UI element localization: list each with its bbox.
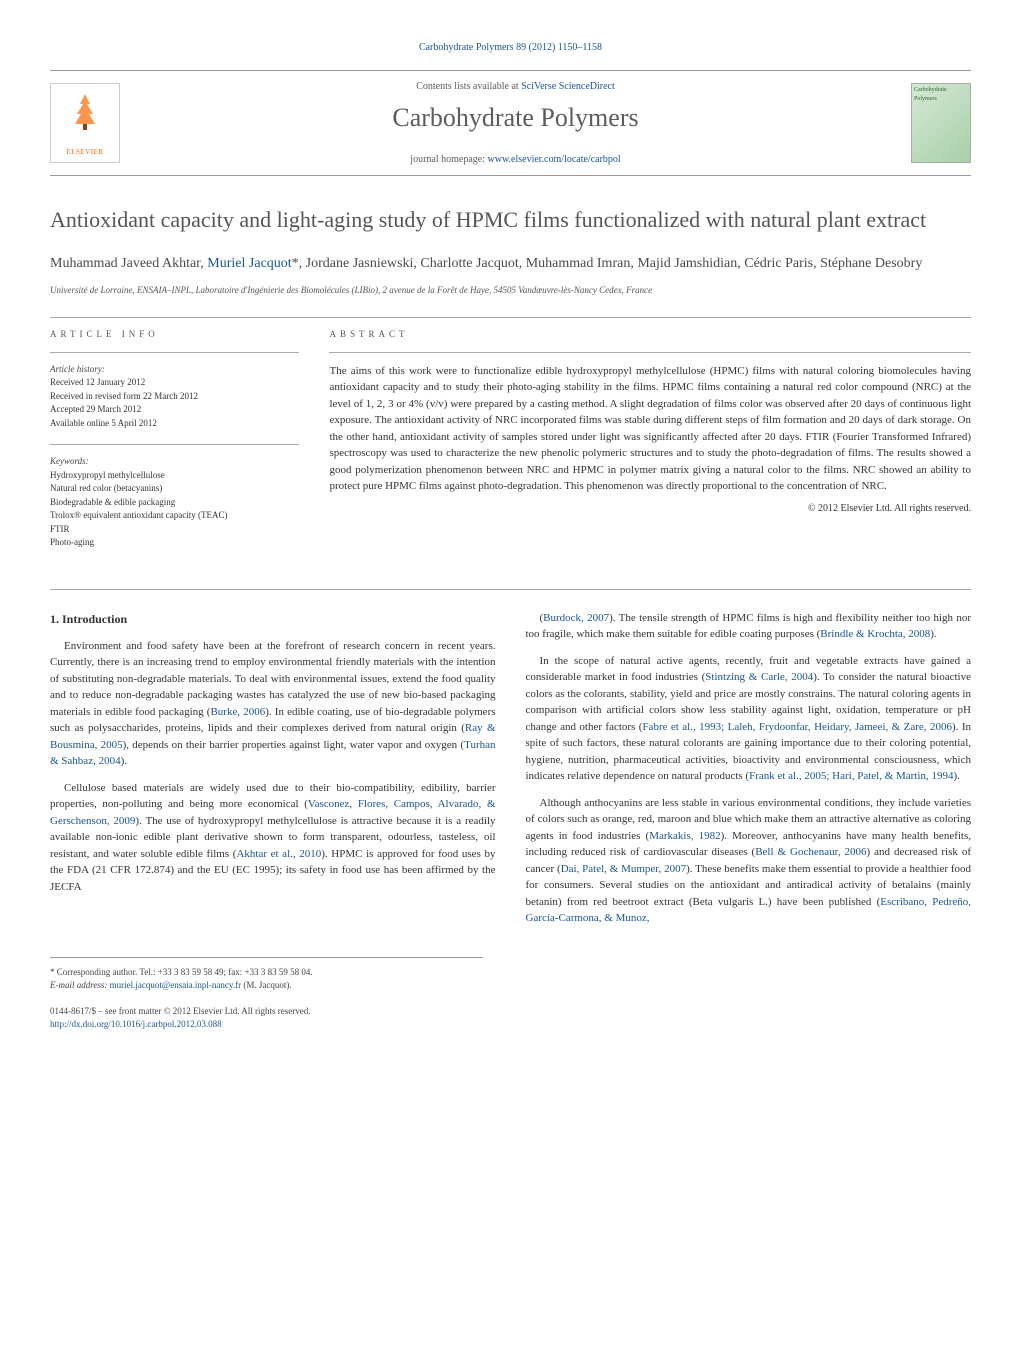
available-date: Available online 5 April 2012: [50, 417, 299, 431]
email-line: E-mail address: muriel.jacquot@ensaia.in…: [50, 979, 483, 993]
elsevier-tree-icon: [65, 89, 105, 147]
citation-line: Carbohydrate Polymers 89 (2012) 1150–115…: [50, 40, 971, 55]
keywords-heading: Keywords:: [50, 455, 299, 469]
article-info-column: article info Article history: Received 1…: [50, 328, 299, 564]
body-text: ).: [953, 770, 959, 782]
citation-link[interactable]: Fabre et al., 1993; Laleh, Frydoonfar, H…: [642, 721, 952, 733]
body-column-left: 1. Introduction Environment and food saf…: [50, 610, 496, 937]
corresponding-author-note: * Corresponding author. Tel.: +33 3 83 5…: [50, 966, 483, 980]
citation-link[interactable]: Markakis, 1982: [649, 830, 720, 842]
contents-prefix: Contents lists available at: [416, 81, 518, 92]
keywords-block: Keywords: Hydroxypropyl methylcellulose …: [50, 455, 299, 550]
received-date: Received 12 January 2012: [50, 376, 299, 390]
contents-line: Contents lists available at SciVerse Sci…: [120, 79, 911, 94]
authors-prefix: Muhammad Javeed Akhtar,: [50, 256, 207, 271]
authors-suffix: *, Jordane Jasniewski, Charlotte Jacquot…: [292, 256, 923, 271]
affiliation: Université de Lorraine, ENSAIA–INPL, Lab…: [50, 284, 971, 298]
info-abstract-row: article info Article history: Received 1…: [50, 328, 971, 564]
citation-link[interactable]: Carbohydrate Polymers 89 (2012) 1150–115…: [419, 42, 602, 53]
paragraph: In the scope of natural active agents, r…: [526, 653, 972, 785]
keyword: Trolox® equivalent antioxidant capacity …: [50, 509, 299, 523]
keyword: Biodegradable & edible packaging: [50, 496, 299, 510]
abstract-text: The aims of this work were to functional…: [329, 363, 971, 495]
abstract-label: abstract: [329, 328, 971, 342]
keyword: Photo-aging: [50, 536, 299, 550]
journal-header-box: ELSEVIER Contents lists available at Sci…: [50, 70, 971, 176]
publisher-logo: ELSEVIER: [50, 83, 120, 163]
history-heading: Article history:: [50, 363, 299, 377]
email-link[interactable]: muriel.jacquot@ensaia.inpl-nancy.fr: [110, 980, 241, 990]
citation-link[interactable]: Stintzing & Carle, 2004: [705, 671, 813, 683]
body-divider: [50, 589, 971, 590]
abstract-divider: [329, 352, 971, 353]
accepted-date: Accepted 29 March 2012: [50, 403, 299, 417]
footer-note: * Corresponding author. Tel.: +33 3 83 5…: [50, 957, 483, 993]
keyword: Natural red color (betacyanins): [50, 482, 299, 496]
paragraph: Environment and food safety have been at…: [50, 638, 496, 770]
keyword: FTIR: [50, 523, 299, 537]
divider: [50, 317, 971, 318]
article-history-block: Article history: Received 12 January 201…: [50, 363, 299, 431]
paragraph: (Burdock, 2007). The tensile strength of…: [526, 610, 972, 643]
sciencedirect-link[interactable]: SciVerse ScienceDirect: [521, 81, 615, 92]
keyword: Hydroxypropyl methylcellulose: [50, 469, 299, 483]
citation-link[interactable]: Bell & Gochenaur, 2006: [755, 846, 866, 858]
citation-link[interactable]: Burke, 2006: [210, 706, 265, 718]
article-info-label: article info: [50, 328, 299, 342]
corresponding-author-link[interactable]: Muriel Jacquot: [207, 256, 291, 271]
citation-link[interactable]: Frank et al., 2005; Hari, Patel, & Marti…: [749, 770, 953, 782]
doi-link[interactable]: http://dx.doi.org/10.1016/j.carbpol.2012…: [50, 1019, 222, 1029]
email-suffix: (M. Jacquot).: [243, 980, 291, 990]
body-text: ).: [930, 628, 936, 640]
publisher-name: ELSEVIER: [66, 147, 103, 158]
citation-link[interactable]: Akhtar et al., 2010: [236, 848, 321, 860]
paragraph: Cellulose based materials are widely use…: [50, 780, 496, 896]
homepage-line: journal homepage: www.elsevier.com/locat…: [120, 152, 911, 167]
paragraph: Although anthocyanins are less stable in…: [526, 795, 972, 927]
body-text: ).: [121, 755, 127, 767]
header-center: Contents lists available at SciVerse Sci…: [120, 79, 911, 167]
citation-link[interactable]: Burdock, 2007: [543, 612, 609, 624]
journal-name: Carbohydrate Polymers: [120, 98, 911, 137]
authors-line: Muhammad Javeed Akhtar, Muriel Jacquot*,…: [50, 253, 971, 274]
revised-date: Received in revised form 22 March 2012: [50, 390, 299, 404]
copyright-line: © 2012 Elsevier Ltd. All rights reserved…: [329, 501, 971, 516]
body-column-right: (Burdock, 2007). The tensile strength of…: [526, 610, 972, 937]
info-divider-2: [50, 444, 299, 445]
bottom-meta: 0144-8617/$ – see front matter © 2012 El…: [50, 1005, 971, 1032]
email-label: E-mail address:: [50, 980, 107, 990]
journal-cover-thumbnail: Carbohydrate Polymers: [911, 83, 971, 163]
section-heading: 1. Introduction: [50, 610, 496, 628]
homepage-prefix: journal homepage:: [410, 154, 485, 165]
info-divider: [50, 352, 299, 353]
abstract-column: abstract The aims of this work were to f…: [329, 328, 971, 564]
article-title: Antioxidant capacity and light-aging stu…: [50, 206, 971, 235]
body-text: ), depends on their barrier properties a…: [123, 739, 464, 751]
citation-link[interactable]: Dai, Patel, & Mumper, 2007: [561, 863, 686, 875]
citation-link[interactable]: Brindle & Krochta, 2008: [820, 628, 930, 640]
body-columns: 1. Introduction Environment and food saf…: [50, 610, 971, 937]
homepage-link[interactable]: www.elsevier.com/locate/carbpol: [488, 154, 621, 165]
issn-line: 0144-8617/$ – see front matter © 2012 El…: [50, 1005, 971, 1019]
cover-text: Carbohydrate Polymers: [914, 87, 947, 102]
